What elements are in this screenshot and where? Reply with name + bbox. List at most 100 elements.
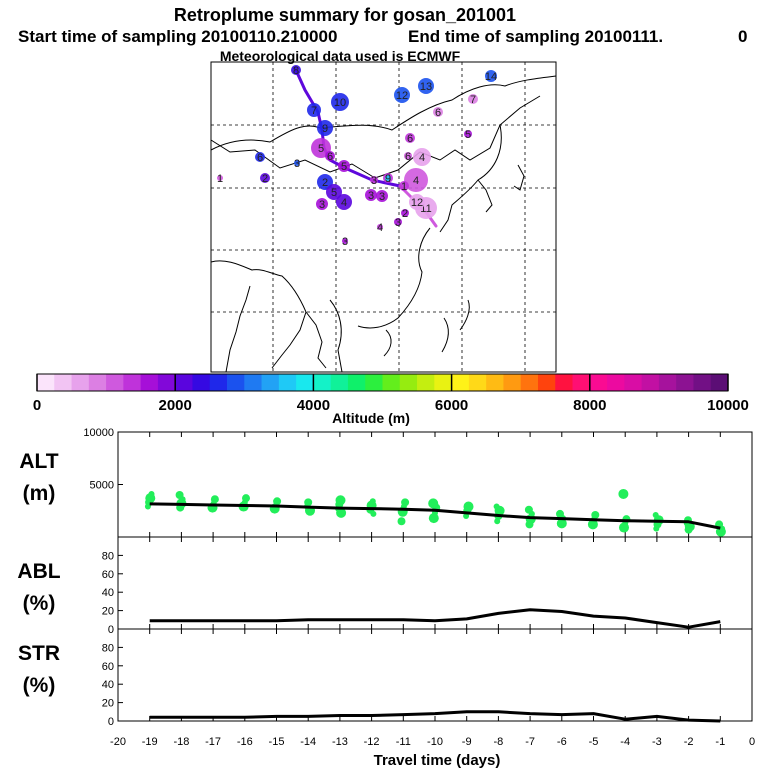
plume-marker <box>294 160 300 166</box>
x-tick-label: -3 <box>652 736 662 748</box>
map-frame <box>210 61 557 373</box>
colorbar-tick-label: 8000 <box>573 397 606 414</box>
series-line-abl <box>149 608 721 629</box>
x-tick-label: -2 <box>684 736 694 748</box>
colorbar-tick-label: 4000 <box>297 397 330 414</box>
colorbar-swatch <box>382 374 401 391</box>
plume-marker <box>365 189 377 201</box>
alt-scatter-point <box>273 497 282 506</box>
plume-day-label: 5 <box>341 161 347 173</box>
x-tick-label: -8 <box>494 736 504 748</box>
plume-marker <box>464 130 472 138</box>
plume-day-label: 2 <box>402 208 408 220</box>
alt-scatter-point <box>369 498 376 505</box>
colorbar-swatch <box>607 374 625 391</box>
colorbar-swatch <box>192 374 211 391</box>
colorbar-swatch <box>572 374 591 391</box>
plume-marker <box>307 103 321 117</box>
alt-scatter-point <box>242 494 250 503</box>
colorbar-swatch <box>555 374 573 391</box>
panel-frame <box>117 628 753 722</box>
panel-yunit: (%) <box>23 592 56 615</box>
y-tick-label: 5000 <box>90 480 114 492</box>
plume-marker <box>404 168 428 192</box>
x-tick-label: -6 <box>557 736 567 748</box>
alt-scatter-point <box>148 490 155 497</box>
alt-scatter-point <box>652 511 659 518</box>
x-tick-label: 0 <box>749 736 755 748</box>
y-tick-label: 40 <box>102 587 114 599</box>
plume-day-label: 6 <box>327 151 333 163</box>
x-tick-label: -4 <box>620 736 630 748</box>
colorbar-swatch <box>641 374 660 391</box>
plume-day-label: 4 <box>413 175 419 187</box>
colorbar-swatch <box>451 374 470 391</box>
alt-scatter-point <box>591 510 600 519</box>
plume-marker <box>433 107 443 117</box>
panel-frame <box>117 536 753 630</box>
colorbar-swatch <box>54 374 72 391</box>
x-tick-label: -18 <box>173 736 189 748</box>
y-tick-label: 80 <box>102 550 114 562</box>
map-panel: 8107913121467656546365254321344133111223… <box>210 61 557 373</box>
colorbar-swatch <box>434 374 452 391</box>
colorbar-swatch <box>227 374 245 391</box>
colorbar: 0 2000 4000 6000 8000 10000 <box>33 373 749 414</box>
alt-scatter-point <box>428 498 439 509</box>
plume-day-label: 2 <box>262 173 268 185</box>
colorbar-swatch <box>157 374 176 391</box>
panel-abl: ABL (%) 0 20 40 60 80 <box>17 536 753 636</box>
plume-day-label: 5 <box>331 187 337 199</box>
plume-day-label: 5 <box>465 129 471 141</box>
y-tick-label: 20 <box>102 698 114 710</box>
panel-ylabel: ABL <box>17 560 60 583</box>
colorbar-swatch <box>140 374 159 391</box>
colorbar-swatch <box>537 374 556 391</box>
x-tick-label: -15 <box>269 736 285 748</box>
colorbar-swatch <box>399 374 418 391</box>
plume-day-label: 7 <box>470 94 476 106</box>
y-tick-label: 10000 <box>83 427 114 439</box>
panel-ylabel: ALT <box>19 450 58 473</box>
panel-yunit: (%) <box>23 674 56 697</box>
alt-scatter-point <box>493 503 500 510</box>
plume-marker <box>394 218 402 226</box>
plume-marker <box>468 94 478 104</box>
colorbar-swatch <box>209 374 228 391</box>
plume-day-label: 3 <box>342 236 348 248</box>
plume-marker <box>399 181 409 191</box>
colorbar-swatch <box>710 374 729 391</box>
plume-day-label: 3 <box>379 191 385 203</box>
colorbar-label: Altitude (m) <box>332 410 410 426</box>
plume-day-label: 1 <box>401 181 407 193</box>
plume-day-label: 2 <box>322 177 328 189</box>
colorbar-swatch <box>417 374 435 391</box>
plume-day-label: 14 <box>485 71 497 83</box>
map-gridlines <box>211 62 556 372</box>
plume-day-label: 12 <box>411 197 423 209</box>
plume-day-label: 6 <box>257 152 263 164</box>
x-tick-label: -12 <box>364 736 380 748</box>
alt-scatter-point <box>618 488 629 499</box>
plume-day-label: 11 <box>420 203 431 215</box>
plume-day-label: 7 <box>311 105 317 117</box>
plume-marker <box>291 65 301 75</box>
plume-day-label: 9 <box>385 173 391 185</box>
colorbar-swatch <box>88 374 107 391</box>
colorbar-swatch <box>37 374 55 391</box>
plume-marker <box>336 194 352 210</box>
plume-day-label: 3 <box>319 199 325 211</box>
plume-day-label: 6 <box>435 107 441 119</box>
colorbar-tick-label: 2000 <box>159 397 192 414</box>
plume-marker <box>377 224 383 230</box>
time-series-panels: ALT (m) 5000 10000 ABL (%) 0 20 40 60 80 STR (%) 0 20 4… <box>17 427 755 748</box>
plume-marker <box>413 148 431 166</box>
plume-day-label: 12 <box>396 90 408 102</box>
y-tick-label: 60 <box>102 569 114 581</box>
plume-marker <box>260 173 270 183</box>
alt-scatter-point <box>463 501 474 512</box>
plume-day-label: 4 <box>341 197 347 209</box>
colorbar-swatch <box>468 374 487 391</box>
end-time-label: End time of sampling 20100111. <box>408 27 663 46</box>
